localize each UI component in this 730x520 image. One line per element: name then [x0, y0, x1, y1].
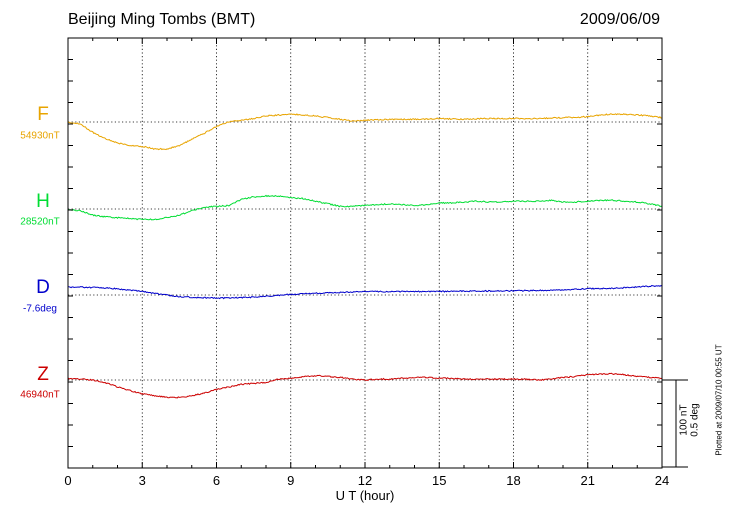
x-tick-label: 12	[357, 473, 373, 488]
x-tick-label: 0	[64, 473, 72, 488]
x-tick-label: 24	[654, 473, 670, 488]
x-tick-label: 21	[580, 473, 595, 488]
series-name-z: Z	[37, 364, 49, 385]
series-line-z	[67, 372, 663, 399]
x-tick-label: 15	[432, 473, 447, 488]
series-line-h	[67, 194, 663, 221]
x-tick-label: 9	[287, 473, 295, 488]
x-axis-title: U T (hour)	[335, 488, 395, 503]
scale-bar	[662, 379, 688, 468]
chart-date: 2009/06/09	[579, 11, 660, 28]
series-name-d: D	[36, 277, 50, 298]
series-baseline-f: 54930nT	[20, 130, 60, 142]
x-tick-label: 18	[506, 473, 521, 488]
scale-bar-label-deg: 0.5 deg	[689, 403, 701, 437]
axis-ticks	[67, 38, 663, 468]
x-tick-label: 6	[212, 473, 221, 488]
x-tick-label: 3	[138, 473, 146, 488]
series-baseline-z: 46940nT	[20, 389, 60, 401]
series-line-d	[67, 284, 663, 300]
scale-bar-label-nt: 100 nT	[678, 404, 690, 436]
series-line-f	[67, 113, 663, 151]
series-baseline-d: -7.6deg	[23, 303, 57, 315]
series-baseline-h: 28520nT	[20, 216, 60, 228]
plotted-at-note: Plotted at 2009/07/10 00:55 UT	[714, 344, 724, 456]
series-name-h: H	[36, 191, 50, 212]
series-lines	[67, 113, 663, 399]
plot-frame	[67, 37, 663, 469]
grid-lines	[68, 38, 662, 468]
chart-title: Beijing Ming Tombs (BMT)	[68, 11, 256, 28]
series-name-f: F	[37, 104, 49, 125]
